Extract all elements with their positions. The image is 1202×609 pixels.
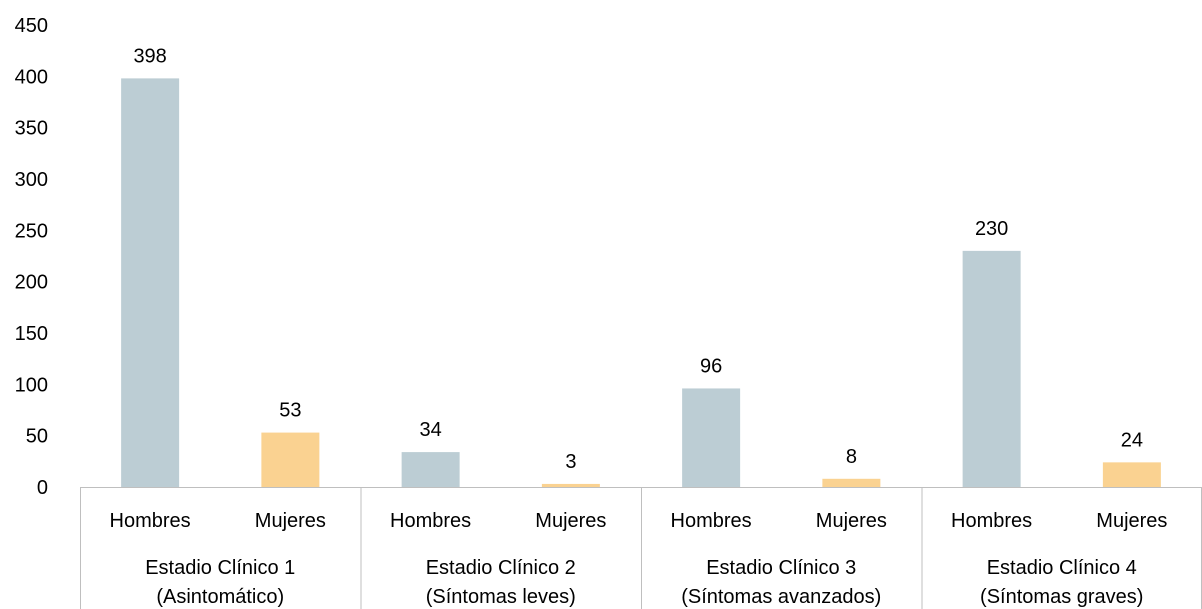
group-label: (Asintomático) (156, 586, 284, 608)
bar (682, 388, 741, 487)
data-label: 24 (1121, 429, 1143, 451)
data-label: 3 (565, 451, 576, 473)
data-label: 53 (279, 400, 301, 422)
bar (822, 478, 881, 487)
y-tick-label: 200 (15, 272, 48, 294)
data-label: 8 (846, 446, 857, 468)
group-label: (Síntomas avanzados) (681, 586, 881, 608)
bar (1102, 462, 1161, 487)
data-label: 34 (420, 419, 442, 441)
y-tick-label: 0 (37, 477, 48, 499)
sub-category-label: Hombres (390, 510, 471, 532)
bar (261, 432, 320, 487)
sub-category-label: Mujeres (1096, 510, 1167, 532)
y-tick-label: 250 (15, 220, 48, 242)
data-label: 230 (975, 218, 1008, 240)
group-label: Estadio Clínico 2 (426, 557, 576, 579)
group-label: Estadio Clínico 3 (706, 557, 856, 579)
sub-category-label: Mujeres (255, 510, 326, 532)
sub-category-label: Hombres (951, 510, 1032, 532)
sub-category-label: Mujeres (535, 510, 606, 532)
sub-category-label: Hombres (671, 510, 752, 532)
y-tick-label: 450 (15, 15, 48, 37)
group-label: Estadio Clínico 1 (145, 557, 295, 579)
data-label: 96 (700, 355, 722, 377)
y-tick-label: 100 (15, 374, 48, 396)
bar (541, 483, 600, 487)
group-label: Estadio Clínico 4 (987, 557, 1137, 579)
y-tick-label: 150 (15, 323, 48, 345)
group-label: (Síntomas leves) (426, 586, 576, 608)
group-label: (Síntomas graves) (980, 586, 1143, 608)
sub-category-label: Mujeres (816, 510, 887, 532)
bar (401, 452, 460, 487)
y-tick-label: 400 (15, 66, 48, 88)
sub-category-label: Hombres (110, 510, 191, 532)
bar (962, 250, 1021, 487)
bar (121, 78, 180, 488)
y-tick-label: 50 (26, 426, 48, 448)
data-label: 398 (133, 45, 166, 67)
y-tick-label: 300 (15, 169, 48, 191)
y-tick-label: 350 (15, 118, 48, 140)
